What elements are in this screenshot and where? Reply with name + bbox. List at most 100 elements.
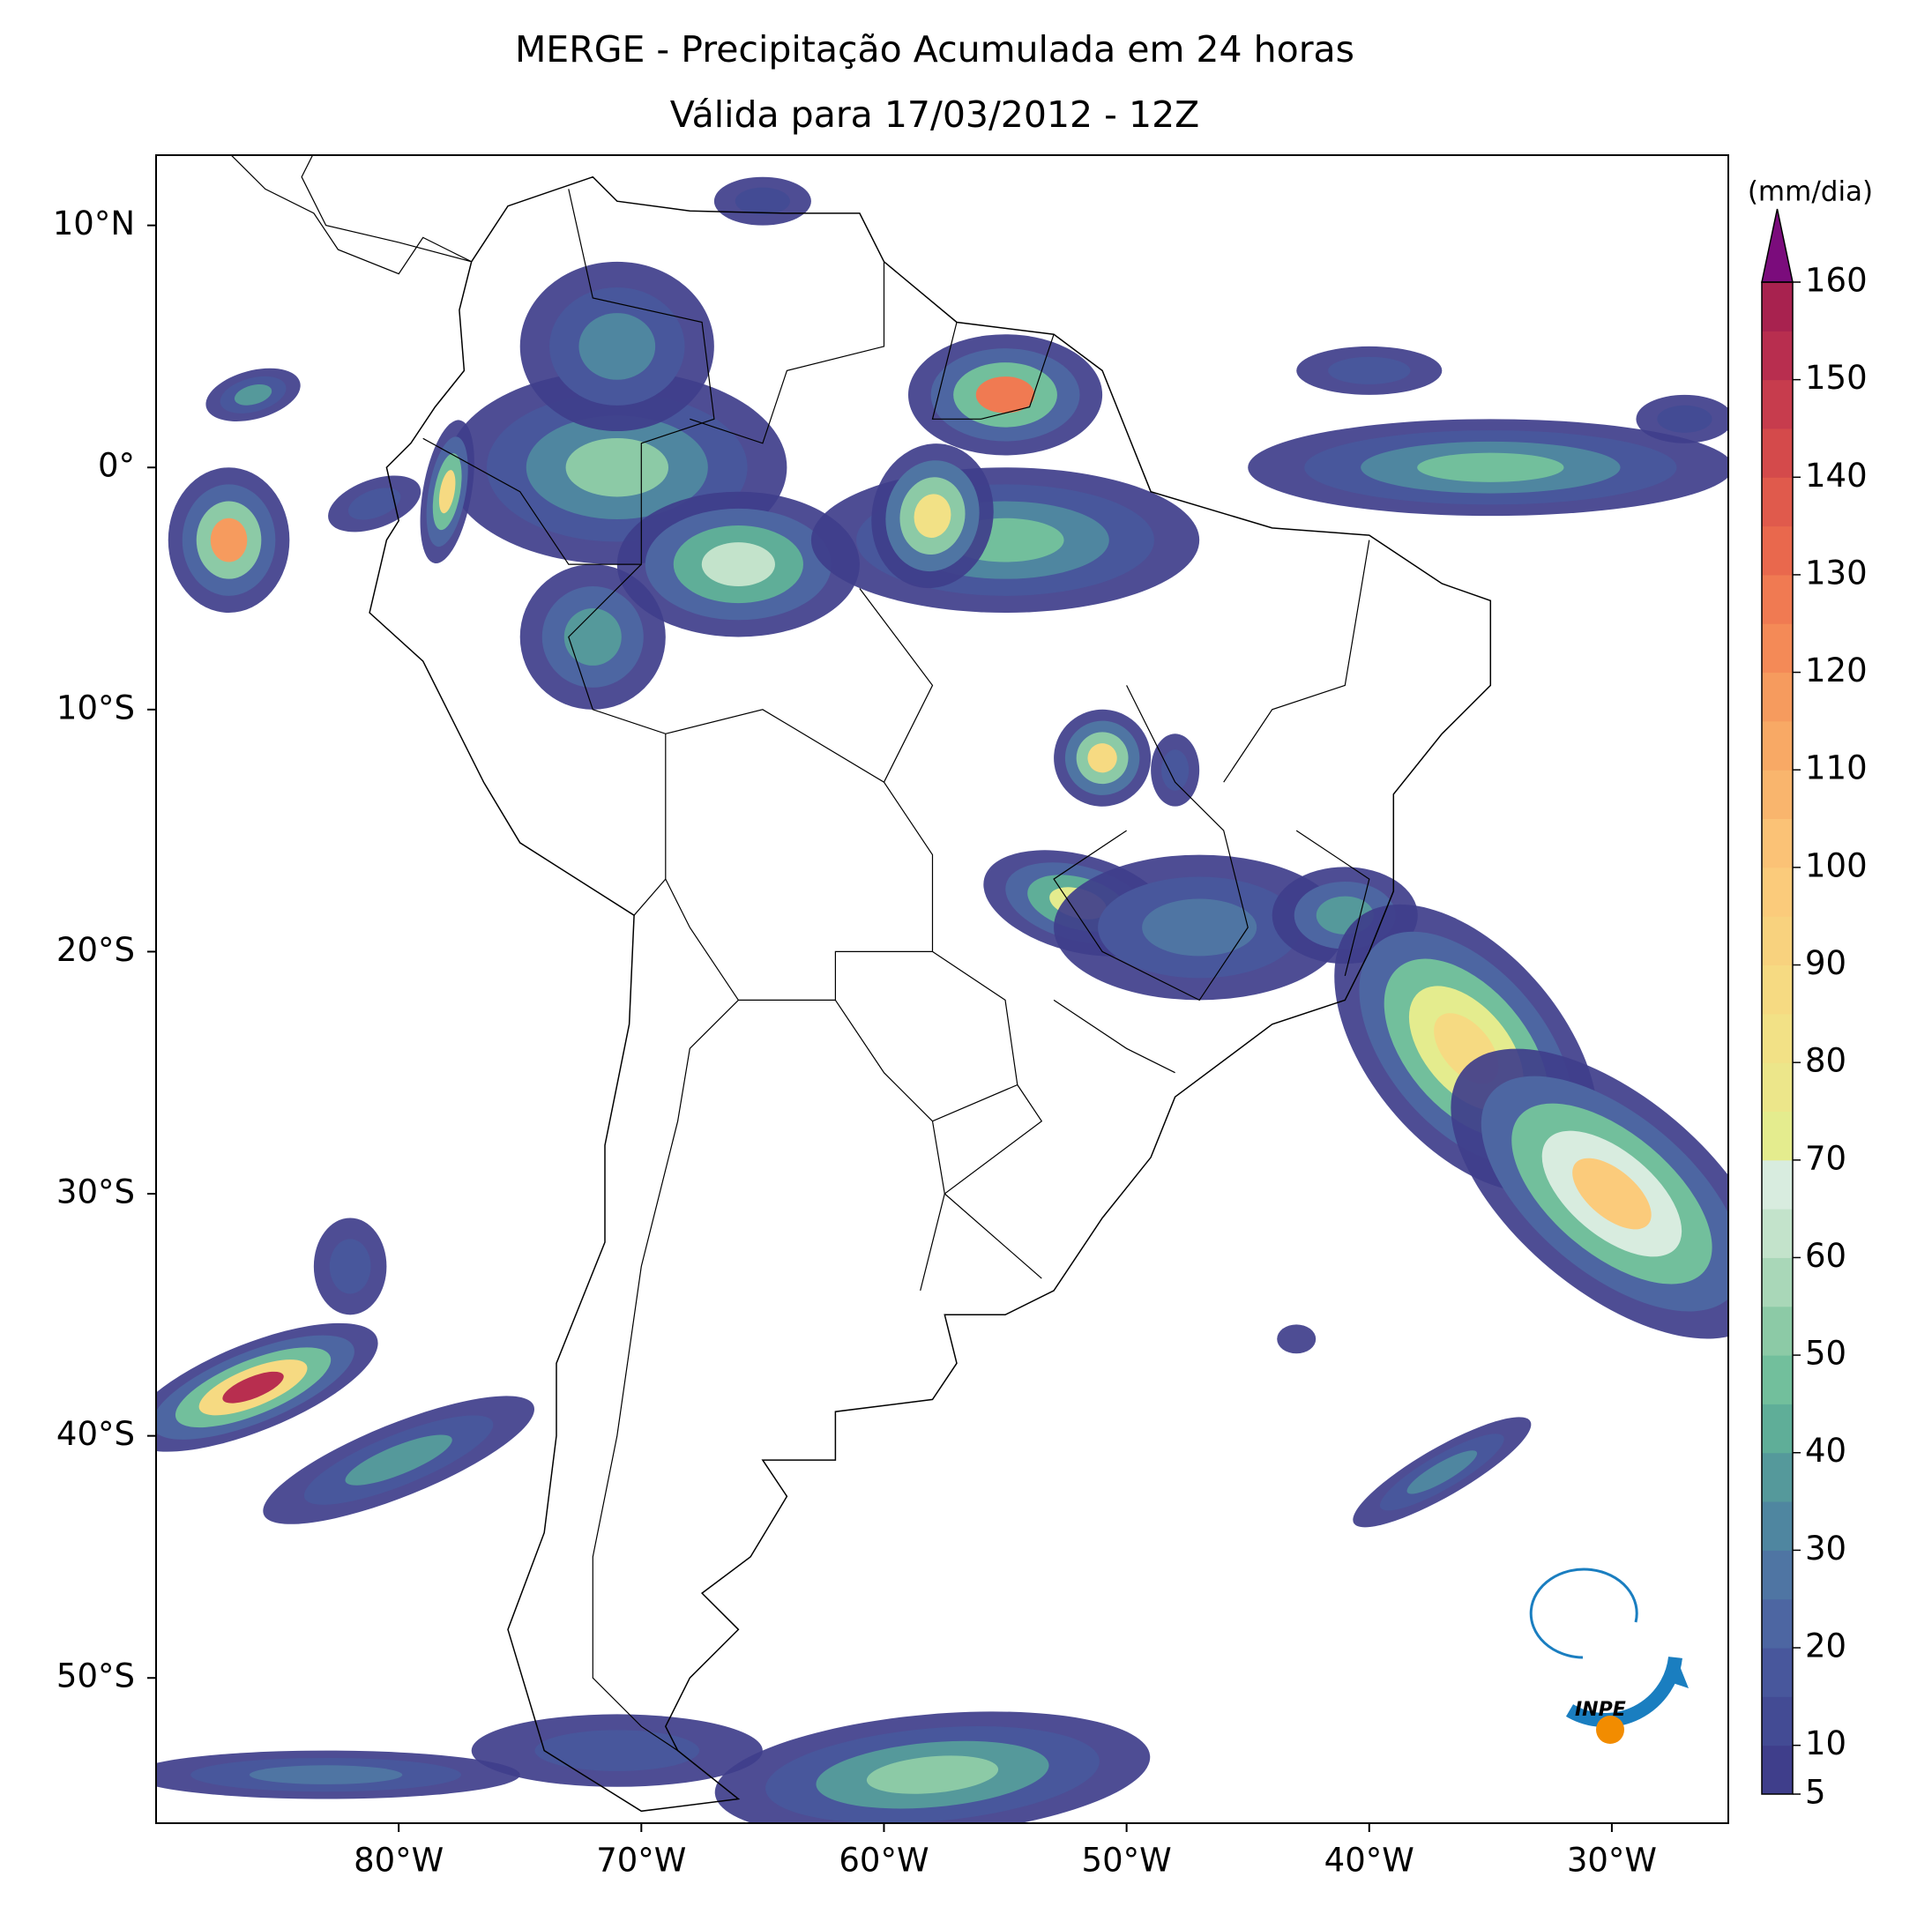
- colorbar-segment: [1762, 379, 1793, 429]
- border-line: [1053, 685, 1249, 1002]
- border-line: [633, 878, 667, 916]
- colorbar-segment: [1762, 916, 1793, 966]
- colorbar-segment: [1762, 1501, 1793, 1551]
- colorbar-segment: [1762, 1355, 1793, 1404]
- border-line: [1295, 830, 1370, 977]
- colorbar-segment: [1762, 1550, 1793, 1600]
- colorbar-tick-label: 20: [1805, 1627, 1846, 1665]
- precip-area: [1406, 1450, 1478, 1494]
- x-tick-label: 70°W: [596, 1842, 686, 1880]
- border-line: [859, 588, 934, 783]
- colorbar-segment: [1762, 477, 1793, 527]
- y-tick-label: 30°S: [56, 1173, 135, 1211]
- precip-area: [438, 470, 456, 514]
- border-line: [920, 1121, 945, 1292]
- precip-area: [345, 1434, 452, 1486]
- colorbar-unit: (mm/dia): [1748, 176, 1873, 208]
- precip-area: [1087, 743, 1117, 773]
- border-line: [690, 261, 885, 444]
- precip-area: [866, 1755, 999, 1794]
- colorbar-tick-label: 30: [1805, 1530, 1846, 1568]
- colorbar-segment: [1762, 1404, 1793, 1454]
- colorbar-tick-label: 110: [1805, 749, 1868, 787]
- colorbar-tick-label: 90: [1805, 944, 1846, 982]
- precip-area: [329, 1239, 371, 1294]
- colorbar-segment: [1762, 1062, 1793, 1112]
- precip-area: [222, 1371, 284, 1404]
- colorbar-extend: [1761, 208, 1794, 283]
- map-area: [156, 155, 1728, 1823]
- y-tick-label: 0°: [98, 447, 135, 485]
- colorbar-segment: [1762, 818, 1793, 868]
- colorbar-segment: [1762, 1013, 1793, 1063]
- precip-area: [565, 438, 669, 497]
- x-tick-label: 40°W: [1324, 1842, 1414, 1880]
- colorbar-segment: [1762, 770, 1793, 820]
- border-line: [944, 1084, 1043, 1279]
- y-tick-label: 40°S: [56, 1415, 135, 1453]
- colorbar-tick-label: 70: [1805, 1139, 1846, 1177]
- logo: INPE: [1529, 1568, 1689, 1744]
- precip-area: [1572, 1158, 1652, 1230]
- colorbar-segment: [1762, 964, 1793, 1015]
- colorbar-tick-label: 40: [1805, 1432, 1846, 1470]
- colorbar-segment: [1762, 1209, 1793, 1258]
- y-tick-label: 10°N: [53, 205, 135, 242]
- border-line: [592, 999, 739, 1752]
- colorbar-segment: [1762, 525, 1793, 576]
- colorbar-segment: [1762, 1745, 1793, 1795]
- y-tick-label: 10°S: [56, 689, 135, 726]
- colorbar-tick-label: 160: [1805, 262, 1868, 300]
- colorbar-tick-label: 120: [1805, 652, 1868, 689]
- colorbar-frame: [1761, 281, 1794, 1795]
- precip-area: [563, 608, 622, 666]
- precip-area: [1417, 452, 1564, 482]
- colorbar-segment: [1762, 428, 1793, 478]
- precip-area: [975, 376, 1035, 413]
- border-line: [931, 322, 1055, 420]
- colorbar-tick-label: 60: [1805, 1237, 1846, 1275]
- colorbar-tick-label: 100: [1805, 846, 1868, 884]
- colorbar-segment: [1762, 1257, 1793, 1307]
- precip-area: [1328, 356, 1411, 384]
- colorbar-tick-label: 10: [1805, 1724, 1846, 1762]
- colorbar-segment: [1762, 282, 1793, 331]
- precip-area: [914, 494, 951, 538]
- border-line: [422, 189, 715, 565]
- border-line: [834, 950, 1018, 1122]
- precip-area: [210, 518, 248, 562]
- logo-text: INPE: [1575, 1699, 1626, 1721]
- colorbar-segment: [1762, 672, 1793, 722]
- colorbar-tick-label: 50: [1805, 1335, 1846, 1373]
- colorbar-tick-label: 5: [1805, 1774, 1826, 1812]
- border-line: [230, 155, 472, 275]
- border-line: [1053, 999, 1175, 1074]
- title-line: MERGE - Precipitação Acumulada em 24 hor…: [515, 28, 1354, 71]
- precip-area: [578, 313, 656, 380]
- colorbar-segment: [1762, 1306, 1793, 1356]
- colorbar-segment: [1762, 1452, 1793, 1502]
- precip-area: [1277, 1324, 1317, 1354]
- x-tick-label: 30°W: [1567, 1842, 1657, 1880]
- x-tick-label: 80°W: [354, 1842, 444, 1880]
- colorbar-segment: [1762, 331, 1793, 381]
- colorbar-segment: [1762, 720, 1793, 771]
- precip-area: [1161, 749, 1190, 791]
- border-line: [1223, 540, 1370, 783]
- colorbar-segment: [1762, 1111, 1793, 1161]
- y-tick-label: 20°S: [56, 931, 135, 969]
- colorbar-segment: [1762, 1696, 1793, 1746]
- colorbar-segment: [1762, 1648, 1793, 1697]
- axes: 80°W 70°W 60°W 50°W 40°W 30°W 10°N 0° 10°S 20°S 30…: [53, 205, 1657, 1879]
- precip-area: [735, 187, 790, 215]
- precip-area: [701, 542, 775, 586]
- colorbar-segment: [1762, 574, 1793, 624]
- precip-area: [347, 488, 401, 520]
- colorbar-tick-label: 140: [1805, 457, 1868, 495]
- colorbar: 5 10 20 30 40 50 60 70 80 90 100 110 120 130 140 150 160…: [1748, 176, 1873, 1812]
- colorbar-segment: [1762, 1598, 1793, 1649]
- colorbar-tick-label: 80: [1805, 1042, 1846, 1080]
- colorbar-tick-label: 130: [1805, 554, 1868, 592]
- border-line: [301, 155, 472, 263]
- precip-area: [1657, 405, 1712, 433]
